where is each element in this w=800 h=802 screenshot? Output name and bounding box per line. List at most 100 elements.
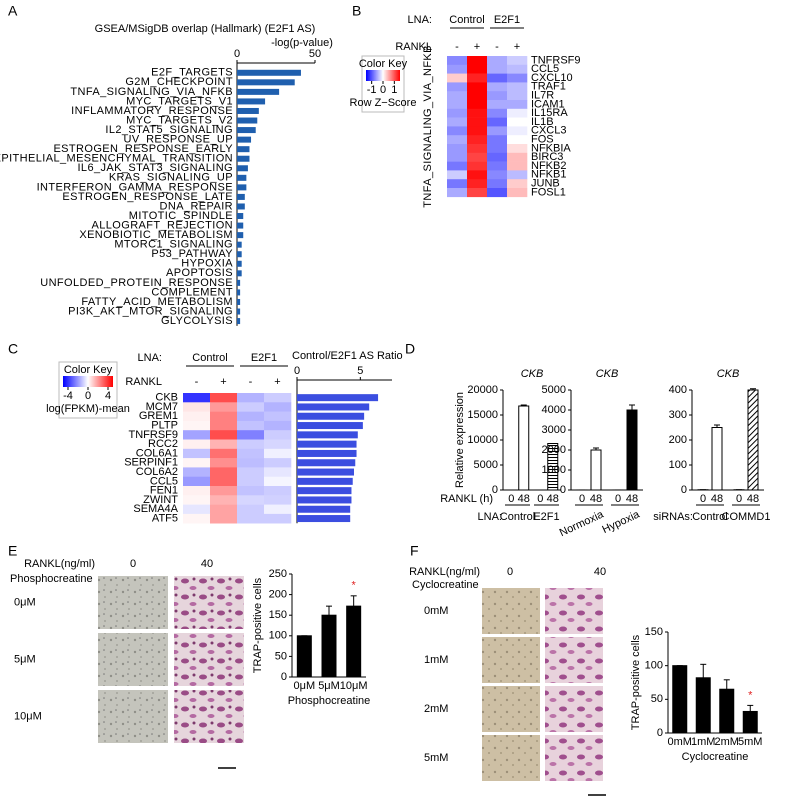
x-tick-label: 0 — [579, 493, 585, 505]
heat-cell — [264, 476, 292, 487]
treatment-label: Cyclocreatine — [412, 579, 479, 591]
micrograph — [545, 588, 603, 634]
color-key-tick-label: -1 — [367, 84, 377, 96]
heat-cell — [487, 161, 508, 171]
micrograph — [174, 576, 244, 629]
heat-cell — [264, 513, 292, 524]
bar — [711, 427, 723, 491]
bar — [237, 203, 245, 210]
category-label: EPITHELIAL_MESENCHYMAL_TRANSITION — [0, 153, 233, 165]
x-tick-label: 48 — [547, 493, 559, 505]
bar — [747, 389, 759, 491]
heat-cell — [237, 458, 265, 468]
row-label: COL6A2 — [136, 466, 178, 478]
bar — [296, 635, 312, 678]
y-axis-label: Relative expression — [454, 392, 466, 488]
row-label: CKB — [155, 392, 178, 404]
heat-cell — [183, 486, 211, 496]
heat-cell — [447, 73, 468, 83]
heat-cell — [467, 82, 488, 92]
heat-cell — [467, 135, 488, 145]
column-label: - — [195, 376, 199, 388]
x-tick-label: 0 — [508, 493, 514, 505]
bar — [518, 405, 530, 491]
heat-cell — [487, 117, 508, 127]
category-label: ALLOGRAFT_REJECTION — [92, 219, 233, 231]
bar — [237, 174, 247, 181]
heat-cell — [237, 467, 265, 477]
column-label: - — [495, 41, 499, 53]
x-tick-label: 2mM — [715, 736, 739, 748]
heat-cell — [183, 448, 211, 459]
category-label: IL6_JAK_STAT3_SIGNALING — [77, 162, 233, 174]
micrograph — [98, 576, 168, 629]
group-prefix: LNA: — [478, 511, 502, 523]
heat-cell — [210, 467, 238, 477]
x-tick-label: 0mM — [668, 736, 692, 748]
x-tick-label: 48 — [747, 493, 759, 505]
bar — [297, 515, 351, 523]
heat-cell — [210, 495, 238, 505]
x-axis-label: Control/E2F1 AS Ratio — [292, 350, 403, 362]
bar — [297, 394, 379, 402]
heat-cell — [447, 117, 468, 127]
heat-cell — [237, 430, 265, 440]
column-label: + — [474, 41, 480, 53]
bar — [237, 98, 266, 105]
heat-cell — [507, 91, 528, 101]
heat-cell — [507, 135, 528, 145]
heat-cell — [237, 476, 265, 487]
y-tick-label: 50 — [651, 693, 663, 705]
row-prefix: RANKL (h) — [440, 493, 493, 505]
row-label: 2mM — [424, 703, 448, 715]
category-label: UV_RESPONSE_UP — [123, 134, 233, 146]
column-label: - — [455, 41, 459, 53]
bar — [237, 127, 256, 134]
group-prefix: LNA: — [408, 14, 432, 26]
heat-cell — [210, 402, 238, 412]
heat-cell — [183, 393, 211, 403]
row-label: FEN1 — [150, 485, 178, 497]
category-label: UNFOLDED_PROTEIN_RESPONSE — [40, 277, 233, 289]
heat-cell — [507, 161, 528, 171]
row-label: SEMA4A — [133, 503, 178, 515]
y-tick-label: 0 — [681, 484, 687, 496]
heat-cell — [264, 430, 292, 440]
heat-cell — [183, 430, 211, 440]
group-label: E2F1 — [251, 352, 277, 364]
row-label: SERPINF1 — [124, 457, 178, 469]
heat-cell — [210, 393, 238, 403]
heat-cell — [264, 458, 292, 468]
row-label: CCL5 — [531, 63, 559, 75]
category-label: INTERFERON_GAMMA_RESPONSE — [37, 181, 233, 193]
color-key-tick-label: 0 — [380, 84, 386, 96]
heat-cell — [210, 476, 238, 487]
heat-cell — [447, 179, 468, 189]
heat-cell — [183, 402, 211, 412]
bar — [346, 605, 362, 678]
category-label: HYPOXIA — [181, 258, 233, 270]
panel-letter: E — [8, 543, 17, 559]
heat-cell — [487, 64, 508, 74]
heat-cell — [183, 513, 211, 524]
heat-cell — [237, 448, 265, 459]
heat-cell — [210, 439, 238, 450]
heat-cell — [467, 108, 488, 118]
bar — [237, 213, 244, 220]
bar — [237, 270, 242, 277]
column-label: + — [220, 376, 226, 388]
row-label: 0mM — [424, 605, 448, 617]
group-label: Control — [692, 511, 727, 523]
x-axis-label: Cyclocreatine — [682, 751, 749, 763]
bar — [297, 412, 365, 420]
bar — [237, 289, 241, 296]
micrograph — [482, 686, 540, 732]
x-tick-label: 48 — [626, 493, 638, 505]
bar — [237, 69, 301, 76]
heat-cell — [237, 486, 265, 496]
group-label: E2F1 — [533, 511, 559, 523]
row-label: CCL5 — [150, 475, 178, 487]
bar — [297, 496, 352, 504]
y-tick-label: 5000 — [542, 384, 566, 396]
heat-cell — [487, 91, 508, 101]
